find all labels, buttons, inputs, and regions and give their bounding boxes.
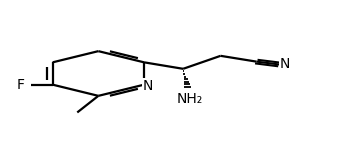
Text: F: F bbox=[17, 78, 25, 92]
Text: N: N bbox=[142, 79, 153, 93]
Text: N: N bbox=[280, 57, 290, 71]
Text: NH₂: NH₂ bbox=[177, 92, 203, 106]
